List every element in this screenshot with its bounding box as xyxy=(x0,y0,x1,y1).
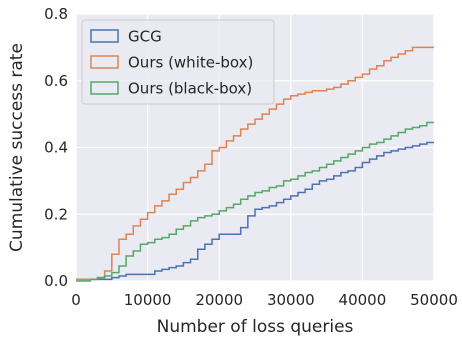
series-group xyxy=(76,46,434,282)
y-tick-label: 0.4 xyxy=(44,139,68,157)
x-axis-label: Number of loss queries xyxy=(157,317,354,337)
x-tick-label: 30000 xyxy=(267,291,315,309)
legend-swatch-ours-black-box xyxy=(90,81,119,95)
y-tick-label: 0.0 xyxy=(44,272,68,290)
legend-label-ours-white-box: Ours (white-box) xyxy=(128,54,253,72)
legend: GCG Ours (white-box) Ours (black-box) xyxy=(81,19,275,105)
y-tick-label: 0.8 xyxy=(44,5,68,23)
y-axis-label: Cumulative success rate xyxy=(7,43,27,252)
legend-box xyxy=(81,19,275,105)
x-axis-ticks: 0 10000 20000 30000 40000 50000 xyxy=(71,291,458,309)
legend-label-gcg: GCG xyxy=(128,28,162,46)
x-tick-label: 50000 xyxy=(410,291,458,309)
x-tick-label: 40000 xyxy=(339,291,387,309)
y-tick-label: 0.6 xyxy=(44,72,68,90)
legend-swatch-ours-white-box xyxy=(90,55,119,69)
legend-label-ours-black-box: Ours (black-box) xyxy=(128,80,252,98)
x-tick-label: 10000 xyxy=(124,291,172,309)
series-line-ours-white-box xyxy=(76,46,434,281)
y-tick-label: 0.2 xyxy=(44,205,68,223)
series-line-gcg xyxy=(76,141,434,281)
x-tick-label: 20000 xyxy=(195,291,243,309)
y-axis-ticks: 0.0 0.2 0.4 0.6 0.8 xyxy=(44,5,68,290)
x-tick-label: 0 xyxy=(71,291,81,309)
legend-swatch-gcg xyxy=(90,29,119,43)
series-line-ours-black-box xyxy=(76,121,434,282)
